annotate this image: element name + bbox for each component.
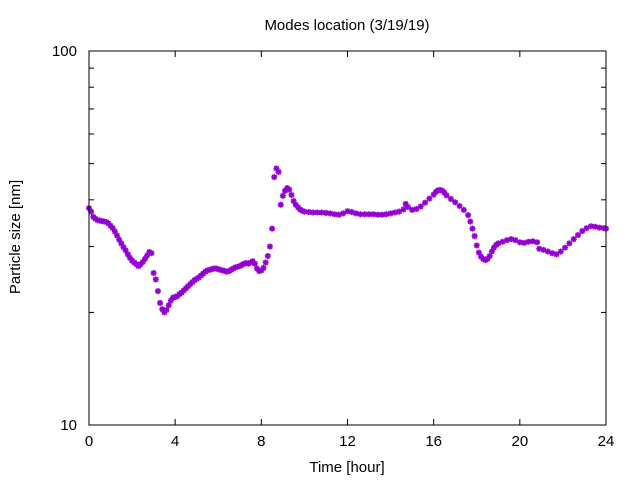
x-tick-label: 12	[339, 433, 356, 450]
data-point	[486, 253, 493, 260]
data-point	[557, 248, 564, 255]
data-point	[286, 186, 293, 193]
data-point	[269, 225, 276, 232]
data-point	[456, 203, 463, 210]
data-point	[331, 211, 338, 218]
y-tick-label: 100	[52, 43, 77, 60]
data-point	[553, 251, 560, 258]
data-point	[277, 201, 284, 208]
x-tick-label: 0	[85, 433, 93, 450]
data-point	[262, 259, 269, 266]
data-point	[413, 206, 420, 213]
data-point	[301, 208, 308, 215]
data-point	[148, 250, 155, 257]
x-tick-label: 8	[257, 433, 265, 450]
data-point	[473, 242, 480, 249]
x-tick-label: 4	[171, 433, 179, 450]
data-point	[503, 237, 510, 244]
data-point	[508, 236, 515, 243]
data-point	[529, 238, 536, 245]
data-point	[165, 302, 172, 309]
data-point	[475, 249, 482, 256]
data-point	[562, 244, 569, 251]
x-tick-label: 20	[511, 433, 528, 450]
x-tick-label: 16	[425, 433, 442, 450]
data-point	[579, 228, 586, 235]
data-point	[465, 212, 472, 219]
data-point	[422, 199, 429, 206]
data-point	[288, 192, 295, 199]
data-point	[279, 192, 286, 199]
data-point	[525, 238, 532, 245]
data-point	[400, 206, 407, 213]
data-point	[260, 264, 267, 271]
data-point	[469, 225, 476, 232]
data-point	[251, 260, 258, 267]
data-point	[266, 243, 273, 250]
data-point	[574, 232, 581, 239]
data-point	[534, 239, 541, 246]
data-point	[275, 168, 282, 175]
data-point	[443, 192, 450, 199]
data-point	[154, 288, 161, 295]
data-point	[426, 195, 433, 202]
data-point	[157, 299, 164, 306]
data-point	[452, 199, 459, 206]
data-point	[417, 203, 424, 210]
data-point	[467, 218, 474, 225]
data-point	[152, 276, 159, 283]
data-point	[264, 253, 271, 260]
data-point	[471, 233, 478, 240]
data-point	[150, 269, 157, 276]
data-point	[271, 174, 278, 181]
data-point	[361, 211, 368, 218]
y-tick-label: 10	[60, 417, 77, 434]
chart-title: Modes location (3/19/19)	[264, 17, 429, 34]
data-point	[404, 203, 411, 210]
data-points	[86, 165, 609, 316]
data-point	[521, 239, 528, 246]
data-point	[570, 236, 577, 243]
data-point	[163, 306, 170, 313]
plot-frame	[88, 50, 607, 426]
y-axis-label: Particle size [nm]	[7, 180, 24, 294]
data-point	[447, 196, 454, 203]
data-point	[374, 211, 381, 218]
x-axis-label: Time [hour]	[309, 459, 384, 476]
data-point	[566, 240, 573, 247]
data-point	[460, 206, 467, 213]
x-tick-label: 24	[598, 433, 615, 450]
axis-ticks: 0 4 8 12 16 20 24 10 100	[52, 43, 614, 450]
